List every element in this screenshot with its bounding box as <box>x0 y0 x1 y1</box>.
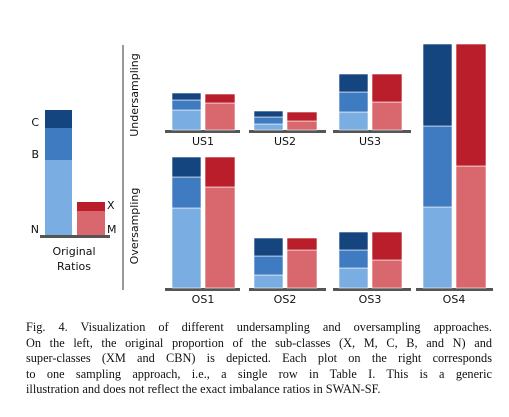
bar-segment <box>286 120 318 131</box>
bar-segment <box>253 123 284 131</box>
segment-label: B <box>31 148 39 161</box>
bar-segment <box>253 116 284 125</box>
bar-segment <box>204 102 236 131</box>
caption-line: to one sampling approach, i.e., a single… <box>26 366 492 381</box>
panel-label: OS4 <box>443 293 466 306</box>
bar-segment <box>422 125 453 208</box>
bar-segment <box>171 156 202 178</box>
bar-segment <box>171 99 202 111</box>
bar-segment <box>371 101 403 131</box>
bar-segment <box>204 186 236 289</box>
panel-label: US1 <box>192 135 214 148</box>
caption: Fig. 4. Visualization of different under… <box>26 320 492 398</box>
segment-label: M <box>107 223 117 236</box>
bar-segment <box>253 110 284 118</box>
segment-label: X <box>107 199 115 212</box>
bar-segment <box>204 93 236 104</box>
bar-segment <box>338 249 369 269</box>
bar-segment <box>338 73 369 93</box>
bar-segment <box>371 259 403 289</box>
row-label: Oversampling <box>128 188 141 265</box>
bar-segment <box>171 109 202 131</box>
caption-line: On the left, the original proportion of … <box>26 335 492 350</box>
bar-segment <box>286 111 318 122</box>
bar-segment <box>171 176 202 209</box>
segment-label: C <box>31 116 39 129</box>
bar-segment <box>171 207 202 289</box>
panel-label: OS3 <box>359 293 382 306</box>
panel-label: US2 <box>274 135 296 148</box>
bar-segment <box>253 255 284 276</box>
bar-segment <box>77 211 105 235</box>
bar-segment <box>371 73 403 103</box>
bar-segment <box>171 92 202 101</box>
bar-segment <box>371 231 403 261</box>
bar-segment <box>338 91 369 113</box>
bar-segment <box>455 165 487 289</box>
figure: N B C MX Original Ratios Undersampling Oversamp… <box>31 43 493 306</box>
row-label: Undersampling <box>128 53 141 137</box>
caption-line: super-classes (XM and CBN) is depicted. … <box>26 351 492 365</box>
bar-segment <box>286 249 318 289</box>
bar-segment <box>77 202 105 211</box>
original-label: Original <box>52 245 95 258</box>
bar-segment <box>422 43 453 127</box>
bar-segment <box>253 237 284 257</box>
original-label: Ratios <box>57 260 91 273</box>
bar-segment <box>204 156 236 188</box>
bar-segment <box>286 237 318 251</box>
bar-segment <box>338 267 369 289</box>
bar-segment <box>45 160 72 235</box>
bar-segment <box>338 111 369 131</box>
caption-line: illustration and does not reflect the ex… <box>26 382 381 396</box>
bar-segment <box>45 110 72 128</box>
bar-segment <box>338 231 369 251</box>
bar-segment <box>45 128 72 160</box>
bar-segment <box>422 206 453 289</box>
bar-segment <box>253 274 284 289</box>
caption-line: Fig. 4. Visualization of different under… <box>26 320 492 334</box>
panel-label: US3 <box>359 135 381 148</box>
panel-label: OS2 <box>274 293 297 306</box>
bar-segment <box>455 43 487 167</box>
segment-label: N <box>31 223 39 236</box>
panel-label: OS1 <box>192 293 215 306</box>
